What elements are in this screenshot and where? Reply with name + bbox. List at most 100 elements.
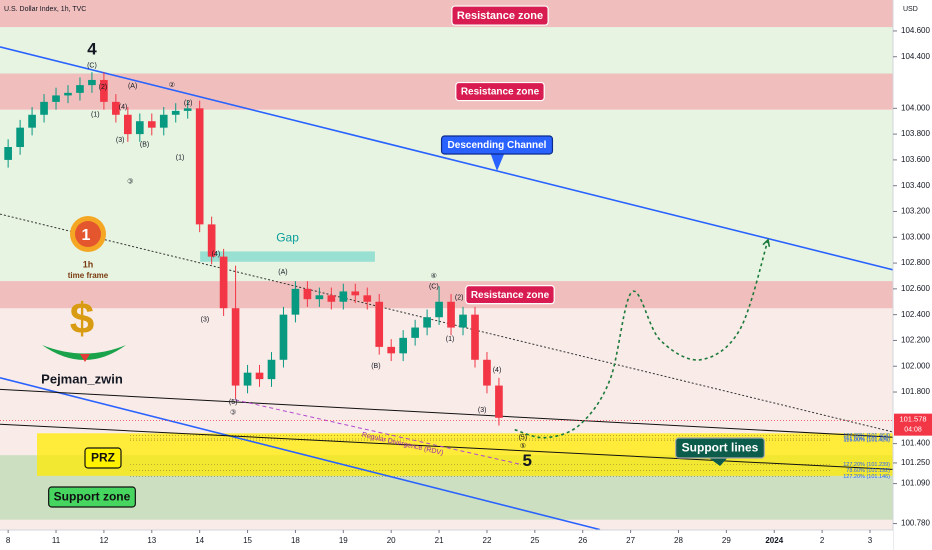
candle-body [112,101,120,115]
wave-label: (2) [99,84,108,91]
candle-body [339,291,348,302]
y-tick-label: 104.400 [901,52,930,61]
wave-label: (B) [140,141,149,148]
wave-label: (3) [201,317,210,324]
currency: USD [903,6,918,13]
wave-label: (2) [184,100,193,107]
wave-label: ③ [127,178,133,186]
badge-subtitle: time frame [68,271,109,280]
support-zone-label-box [48,486,136,508]
candle-body [100,79,108,102]
candle-body [255,372,264,380]
projection-arrowhead [762,238,771,247]
candle-body [327,295,336,302]
chart-title: U.S. Dollar Index, 1h, TVC [4,6,86,13]
projection-path [514,239,769,439]
candle-body [4,147,12,160]
x-tick-label: 28 [674,536,683,545]
resistance-zone-label-box [451,5,549,26]
last-price-label: 101.578 [899,415,926,424]
candle-body [195,108,204,225]
wave-label: (C) [87,63,97,70]
x-tick-label: 26 [578,536,587,545]
y-tick-label: 103.200 [901,207,930,216]
wave-label: 4 [87,39,97,58]
x-tick-label: 29 [722,536,731,545]
resistance-zone-label-text: Resistance zone [471,290,550,301]
time-axis [0,530,893,550]
resistance-zone-label-box [455,81,545,102]
candle-body [363,295,372,302]
candle-body [495,385,503,418]
wave-label: 5 [522,451,531,470]
candle-body [303,288,312,300]
lines [0,46,894,531]
badge-title: 1h [83,259,94,269]
trendline [0,213,894,433]
candle-body [135,121,144,135]
channel-label-text: Descending Channel [448,140,547,151]
wave-label: ⑤ [520,442,526,450]
candle-body [76,85,84,93]
y-tick-label: 101.400 [901,439,930,448]
y-tick-label: 101.250 [901,458,930,467]
author: Pejman_zwin [41,371,123,386]
labels: Resistance zone Resistance zone Resistance… [48,5,890,508]
wave-label: (5) [519,435,528,442]
fib-label: 78.60% (101.192) [846,468,890,474]
x-tick-label: 11 [52,536,61,545]
dollar-icon: $ [42,295,126,362]
y-tick-label: 104.000 [901,103,930,112]
candle-body [243,372,252,386]
wave-label: (C) [429,284,439,291]
y-tick-label: 103.800 [901,129,930,138]
wave-label: ② [169,81,175,89]
svg-text:1: 1 [82,227,91,244]
y-tick-label: 102.400 [901,310,930,319]
y-tick-label: 100.780 [901,519,930,528]
candle-body [16,127,24,148]
channel-label-box [440,135,554,155]
resistance-zone [0,73,893,110]
y-tick-label: 101.090 [901,479,930,488]
channel-upper [0,46,894,271]
x-tick-label: 2 [820,536,825,545]
x-tick-label: 21 [435,536,444,545]
wave-label: (1) [446,336,455,343]
channel-callout-pointer [490,152,505,171]
x-tick-label: 8 [6,536,11,545]
hour-badge-icon: 1 [70,216,106,252]
resistance-zone [0,0,893,28]
fib-label: 127.20% (101.464) [843,433,890,439]
candle-body [40,101,48,115]
candle-body [399,337,407,354]
x-tick-label: 20 [387,536,396,545]
wave-label: (4) [119,104,128,111]
candle-body [88,79,96,86]
support-zone-label-text: Support zone [54,490,131,504]
wave-label: (A) [278,269,287,276]
x-tick-label: 3 [868,536,873,545]
x-tick-label: 12 [99,536,108,545]
last-price-box [894,413,932,436]
candle-body [219,256,228,309]
x-tick-label: 13 [147,536,156,545]
wave-label: (1) [176,155,185,162]
resistance-zone-label-text: Resistance zone [457,10,543,22]
candle-body [207,224,216,257]
candle-body [375,301,384,347]
wave-label: (4) [212,251,221,258]
candle-body [471,314,479,360]
x-tick-label: 18 [291,536,300,545]
support-line [0,423,894,470]
support-lines-label-text: Support lines [682,441,759,455]
gap-label: Gap [276,231,299,245]
candle-body [351,291,360,296]
candle-body [387,346,396,354]
candle-body [279,314,288,360]
wave-label: ③ [230,408,236,416]
candle-body [28,114,36,128]
candle-body [459,314,467,328]
wave-label: (1) [91,112,100,119]
wave-label: (4) [493,367,502,374]
